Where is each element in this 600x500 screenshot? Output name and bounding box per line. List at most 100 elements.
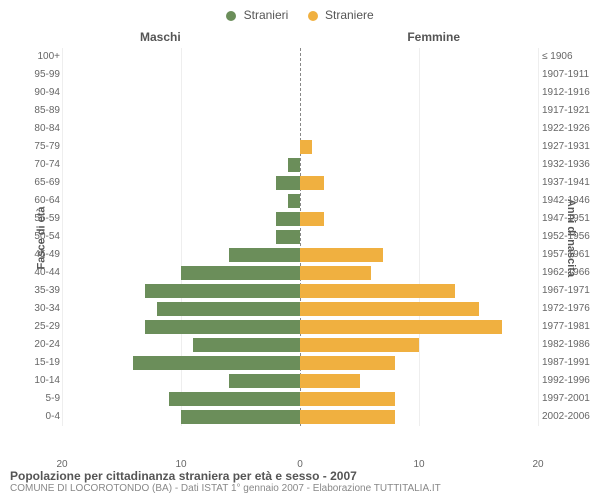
grid-line	[538, 48, 539, 426]
y-tick-birth: 1912-1916	[542, 87, 592, 98]
bar-female	[300, 338, 419, 352]
bar-male	[288, 194, 300, 208]
y-tick-birth: 1992-1996	[542, 375, 592, 386]
y-tick-age: 85-89	[32, 105, 60, 116]
y-tick-birth: 2002-2006	[542, 411, 592, 422]
y-tick-age: 40-44	[32, 267, 60, 278]
pyramid-row	[62, 300, 538, 318]
y-tick-age: 55-59	[32, 213, 60, 224]
bar-male	[229, 374, 300, 388]
bar-male	[276, 212, 300, 226]
legend: Stranieri Straniere	[0, 8, 600, 22]
y-tick-age: 30-34	[32, 303, 60, 314]
y-tick-birth: 1972-1976	[542, 303, 592, 314]
bar-female	[300, 410, 395, 424]
pyramid-row	[62, 372, 538, 390]
pyramid-row	[62, 246, 538, 264]
pyramid-row	[62, 102, 538, 120]
column-header-right: Femmine	[407, 30, 460, 44]
pyramid-row	[62, 264, 538, 282]
pyramid-row	[62, 66, 538, 84]
y-tick-age: 75-79	[32, 141, 60, 152]
y-tick-birth: 1922-1926	[542, 123, 592, 134]
y-tick-birth: 1927-1931	[542, 141, 592, 152]
bar-female	[300, 356, 395, 370]
footer: Popolazione per cittadinanza straniera p…	[10, 469, 590, 494]
bar-female	[300, 302, 479, 316]
y-tick-age: 0-4	[32, 411, 60, 422]
pyramid-row	[62, 390, 538, 408]
y-tick-age: 5-9	[32, 393, 60, 404]
pyramid-row	[62, 282, 538, 300]
bar-male	[169, 392, 300, 406]
chart-title: Popolazione per cittadinanza straniera p…	[10, 469, 590, 483]
y-tick-birth: 1987-1991	[542, 357, 592, 368]
legend-swatch-male	[226, 11, 236, 21]
legend-label-male: Stranieri	[244, 8, 289, 22]
pyramid-row	[62, 138, 538, 156]
y-tick-age: 20-24	[32, 339, 60, 350]
y-tick-age: 60-64	[32, 195, 60, 206]
bar-male	[145, 320, 300, 334]
pyramid-row	[62, 174, 538, 192]
legend-item-male: Stranieri	[226, 8, 288, 22]
bar-female	[300, 374, 360, 388]
pyramid-row	[62, 408, 538, 426]
pyramid-row	[62, 336, 538, 354]
y-tick-age: 80-84	[32, 123, 60, 134]
bar-female	[300, 176, 324, 190]
bar-female	[300, 140, 312, 154]
bar-female	[300, 320, 502, 334]
y-tick-age: 65-69	[32, 177, 60, 188]
y-tick-birth: 1962-1966	[542, 267, 592, 278]
plot-area	[62, 48, 538, 446]
y-tick-age: 25-29	[32, 321, 60, 332]
pyramid-row	[62, 120, 538, 138]
y-tick-birth: 1947-1951	[542, 213, 592, 224]
bar-female	[300, 212, 324, 226]
bar-female	[300, 248, 383, 262]
pyramid-row	[62, 156, 538, 174]
y-tick-birth: 1967-1971	[542, 285, 592, 296]
bar-male	[133, 356, 300, 370]
y-tick-age: 90-94	[32, 87, 60, 98]
pyramid-row	[62, 228, 538, 246]
bar-male	[193, 338, 300, 352]
bar-female	[300, 266, 371, 280]
chart-subtitle: COMUNE DI LOCOROTONDO (BA) - Dati ISTAT …	[10, 483, 590, 494]
bar-male	[181, 410, 300, 424]
y-tick-age: 45-49	[32, 249, 60, 260]
bar-male	[145, 284, 300, 298]
legend-label-female: Straniere	[325, 8, 374, 22]
y-tick-birth: 1932-1936	[542, 159, 592, 170]
y-tick-birth: 1907-1911	[542, 69, 592, 80]
y-tick-age: 70-74	[32, 159, 60, 170]
legend-swatch-female	[308, 11, 318, 21]
y-tick-birth: 1997-2001	[542, 393, 592, 404]
pyramid-row	[62, 210, 538, 228]
pyramid-row	[62, 192, 538, 210]
pyramid-row	[62, 48, 538, 66]
bar-male	[229, 248, 300, 262]
legend-item-female: Straniere	[308, 8, 374, 22]
bar-female	[300, 392, 395, 406]
y-tick-age: 95-99	[32, 69, 60, 80]
y-tick-birth: 1917-1921	[542, 105, 592, 116]
bar-male	[276, 176, 300, 190]
y-tick-age: 15-19	[32, 357, 60, 368]
bar-male	[157, 302, 300, 316]
y-tick-age: 100+	[32, 51, 60, 62]
y-tick-birth: ≤ 1906	[542, 51, 592, 62]
y-tick-birth: 1977-1981	[542, 321, 592, 332]
column-header-left: Maschi	[140, 30, 181, 44]
y-tick-birth: 1952-1956	[542, 231, 592, 242]
bar-male	[181, 266, 300, 280]
pyramid-row	[62, 318, 538, 336]
y-tick-birth: 1937-1941	[542, 177, 592, 188]
pyramid-row	[62, 84, 538, 102]
y-tick-birth: 1957-1961	[542, 249, 592, 260]
y-tick-birth: 1982-1986	[542, 339, 592, 350]
y-tick-birth: 1942-1946	[542, 195, 592, 206]
y-tick-age: 50-54	[32, 231, 60, 242]
pyramid-row	[62, 354, 538, 372]
